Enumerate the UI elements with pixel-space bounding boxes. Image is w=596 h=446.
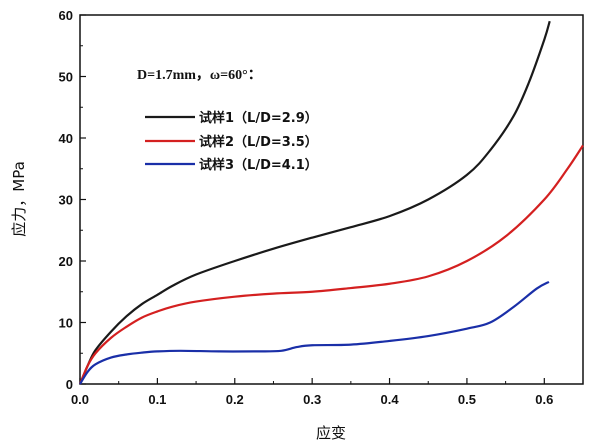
legend: 试样1（L/D=2.9） 试样2（L/D=3.5） 试样3（L/D=4.1） [145, 110, 318, 173]
series-line-2 [78, 144, 584, 385]
x-tick-label: 0.4 [380, 392, 399, 407]
x-tick-label: 0.3 [303, 392, 321, 407]
y-tick-label: 10 [59, 316, 73, 331]
x-tick-label: 0.1 [148, 392, 166, 407]
x-axis-title: 应变 [316, 424, 346, 442]
y-tick-label: 20 [59, 254, 73, 269]
data-series [78, 20, 584, 385]
x-tick-label: 0.2 [226, 392, 244, 407]
y-axis-title: 应力，MPa [10, 161, 28, 237]
legend-label-series-3: 试样3（L/D=4.1） [199, 157, 318, 173]
series-line-1 [78, 20, 551, 385]
y-tick-label: 0 [66, 377, 73, 392]
x-tick-label: 0.0 [71, 392, 89, 407]
y-axis-ticks: 0 10 20 30 40 50 60 [59, 8, 86, 392]
x-tick-label: 0.5 [458, 392, 476, 407]
legend-label-series-1: 试样1（L/D=2.9） [199, 110, 318, 126]
series-line-3 [79, 280, 550, 385]
y-tick-label: 50 [59, 70, 73, 85]
x-axis-ticks: 0.0 0.1 0.2 0.3 0.4 0.5 0.6 [71, 378, 584, 407]
y-tick-label: 40 [59, 131, 73, 146]
x-tick-label: 0.6 [535, 392, 553, 407]
condition-annotation: D=1.7mm，ω=60°： [137, 68, 262, 83]
y-tick-label: 60 [59, 8, 73, 23]
y-tick-label: 30 [59, 193, 73, 208]
legend-label-series-2: 试样2（L/D=3.5） [199, 134, 318, 150]
